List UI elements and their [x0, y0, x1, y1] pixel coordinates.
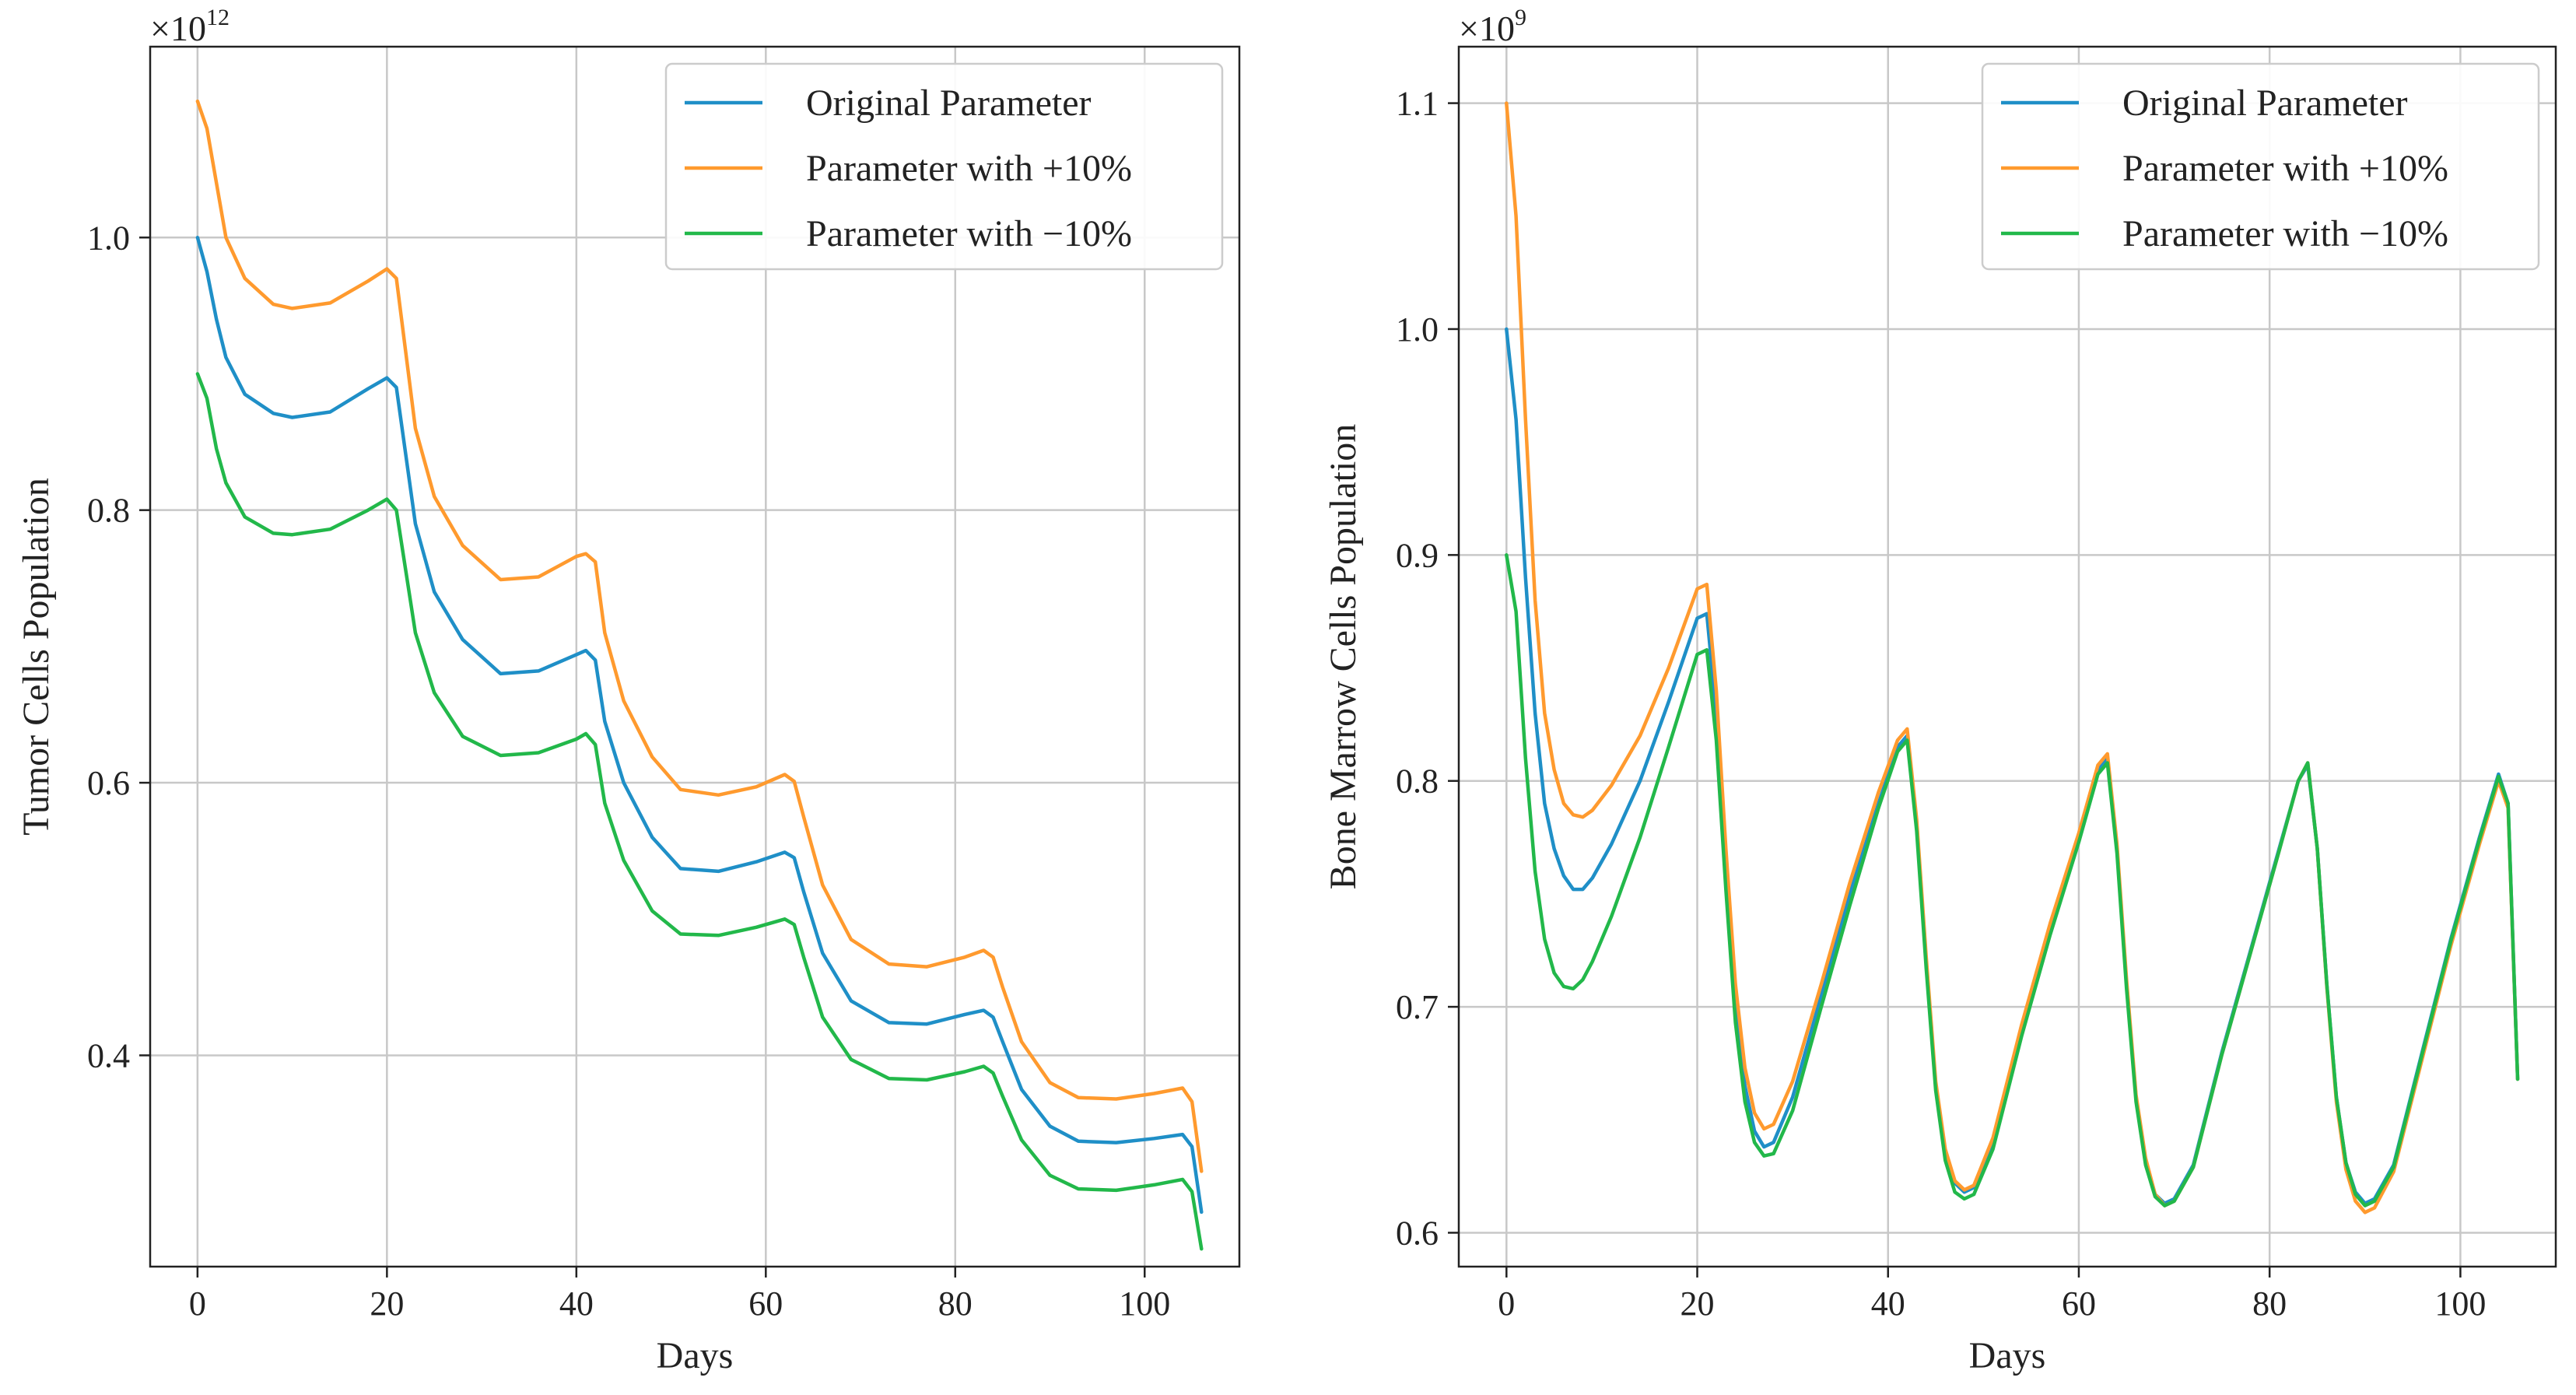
axis-multiplier: ×1012 — [150, 5, 230, 48]
axes-frame — [1457, 45, 2557, 1268]
series-group — [1505, 101, 2520, 1214]
y-tick-label: 0.8 — [1396, 762, 1439, 801]
x-axis-label: Days — [657, 1335, 734, 1376]
y-tick-label: 0.6 — [87, 764, 130, 802]
x-tick-label: 0 — [189, 1285, 206, 1323]
series-line-original — [195, 236, 1204, 1214]
chart-panel-1: 0 20 40 60 80 100 0.4 0.6 0.8 1.0 Days Tumor Cells … — [16, 5, 1241, 1376]
series-group — [195, 99, 1204, 1251]
y-tick-label: 1.0 — [1396, 310, 1439, 349]
x-tick-label: 0 — [1498, 1285, 1515, 1323]
x-tick-label: 60 — [2062, 1285, 2096, 1323]
legend-label: Original Parameter — [2122, 82, 2408, 124]
legend-label: Original Parameter — [806, 82, 1092, 124]
chart-panel-2: 0 20 40 60 80 100 0.6 0.7 0.8 0.9 1.0 1.1 Days Bone M… — [1323, 5, 2557, 1376]
x-tick-label: 40 — [1871, 1285, 1905, 1323]
y-tick-label: 1.1 — [1396, 85, 1439, 123]
y-tick-label: 1.0 — [87, 219, 130, 257]
legend-label: Parameter with +10% — [806, 148, 1132, 189]
legend-box — [1981, 62, 2540, 271]
x-tick-label: 100 — [2434, 1285, 2486, 1323]
axis-multiplier-exponent: 12 — [206, 5, 230, 30]
y-tick-label: 0.9 — [1396, 536, 1439, 574]
y-axis-label: Bone Marrow Cells Population — [1323, 424, 1364, 890]
axis-multiplier-base: ×10 — [150, 9, 206, 48]
legend-box — [664, 62, 1224, 271]
y-tick-label: 0.6 — [1396, 1214, 1439, 1252]
x-tick-label: 60 — [748, 1285, 783, 1323]
series-line-minus10 — [195, 372, 1204, 1251]
x-axis-label: Days — [1969, 1335, 2046, 1376]
legend-label: Parameter with −10% — [806, 213, 1132, 254]
axis-multiplier-base: ×10 — [1459, 9, 1515, 48]
y-tick-label: 0.4 — [87, 1036, 130, 1074]
x-tick-label: 20 — [1681, 1285, 1715, 1323]
y-tick-label: 0.8 — [87, 492, 130, 530]
legend-label: Parameter with −10% — [2122, 213, 2448, 254]
series-line-minus10 — [1505, 553, 2520, 1207]
legend-label: Parameter with +10% — [2122, 148, 2448, 189]
axes-frame — [149, 45, 1241, 1268]
x-tick-label: 80 — [938, 1285, 973, 1323]
y-tick-label: 0.7 — [1396, 988, 1439, 1026]
axis-multiplier: ×109 — [1459, 5, 1526, 48]
x-tick-label: 100 — [1119, 1285, 1170, 1323]
x-tick-label: 40 — [559, 1285, 594, 1323]
series-line-plus10 — [195, 99, 1204, 1173]
x-tick-label: 80 — [2252, 1285, 2287, 1323]
axis-multiplier-exponent: 9 — [1515, 5, 1526, 30]
x-tick-label: 20 — [370, 1285, 404, 1323]
y-axis-label: Tumor Cells Population — [16, 478, 57, 836]
